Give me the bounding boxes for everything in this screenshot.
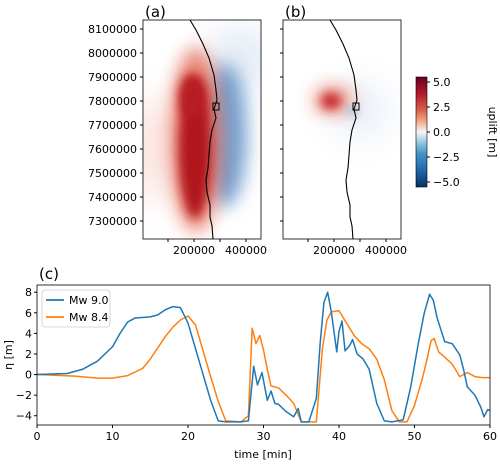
map-a-yticks: 8100000 8000000 7900000 7800000 7700000 … [88,23,143,228]
ytick-label: 0 [25,369,32,382]
xtick-label: 50 [408,430,422,443]
map-b-frame [282,19,402,240]
map-panel-b: (b) 200000 400000 [280,3,407,257]
uplift-lobe-b [321,93,341,109]
colorbar-tick-label: 2.5 [433,101,451,114]
colorbar-tick-label: 0.0 [433,126,451,139]
ytick-label: 7400000 [88,191,137,204]
ytick-label: 7800000 [88,95,137,108]
colorbar-tick-label: −5.0 [433,176,460,189]
timeseries-series [37,291,490,423]
xtick-label: 30 [257,430,271,443]
xtick-label: 0 [34,430,41,443]
ytick-label: 8 [25,286,32,299]
y-axis-label: η [m] [2,340,15,370]
uplift-field-b [313,80,390,140]
xtick-label: 400000 [225,244,267,257]
map-a-frame [142,19,262,240]
panel-label-b: (b) [285,3,306,21]
map-panel-a: (a) 8100000 8000000 7900000 7800000 7700… [88,3,267,257]
colorbar-label: uplift [m] [486,107,499,158]
station-marker-a [212,102,220,111]
xtick-label: 20 [181,430,195,443]
ytick-label: −4 [16,410,32,423]
plot-c-frame [36,284,491,426]
ytick-label: 7900000 [88,71,137,84]
legend-label-mw90: Mw 9.0 [69,294,108,307]
panel-label-c: (c) [39,265,59,283]
legend: Mw 9.0 Mw 8.4 [41,289,111,328]
colorbar-tick-label: 5.0 [433,76,451,89]
ytick-label: 7600000 [88,143,137,156]
series-line-mw-8-4 [37,309,490,423]
timeseries-ticks: 0 10 20 30 40 50 60 −4 −2 0 2 4 6 8 [16,286,497,443]
subsidence-lobe-b [346,106,358,116]
uplift-north-a [179,74,205,118]
ytick-label: 6 [25,307,32,320]
timeseries-panel-c: (c) 0 10 20 30 40 50 60 −4 −2 0 2 4 6 8 time [min] η … [2,265,497,461]
xtick-label: 40 [332,430,346,443]
faint-uplift-west [143,95,166,205]
colorbar-tick-label: −2.5 [433,151,460,164]
colorbar: 5.0 2.5 0.0 −2.5 −5.0 uplift [m] [415,76,499,189]
plot-c-background [37,285,490,425]
series-line-mw-9-0 [37,291,490,423]
xtick-label: 200000 [313,244,355,257]
coastline-a [189,20,218,239]
xtick-label: 60 [483,430,497,443]
xtick-label: 10 [106,430,120,443]
ytick-label: 8000000 [88,47,137,60]
legend-label-mw84: Mw 8.4 [69,311,108,324]
ytick-label: 4 [25,327,32,340]
panel-label-a: (a) [145,3,166,21]
uplift-field-a [143,25,261,232]
ytick-label: 7500000 [88,167,137,180]
ytick-label: 2 [25,348,32,361]
colorbar-gradient [415,76,428,188]
station-marker-b [352,102,360,111]
x-axis-label: time [min] [234,448,292,461]
ytick-label: 7300000 [88,215,137,228]
map-b-xticks: 200000 400000 [307,239,407,257]
xtick-label: 200000 [173,244,215,257]
coastline-b [329,20,358,239]
map-b-yticks [280,28,283,222]
ytick-label: 7700000 [88,119,137,132]
xtick-label: 400000 [365,244,407,257]
ytick-label: −2 [16,389,32,402]
ytick-label: 8100000 [88,23,137,36]
map-a-xticks: 200000 400000 [167,239,267,257]
